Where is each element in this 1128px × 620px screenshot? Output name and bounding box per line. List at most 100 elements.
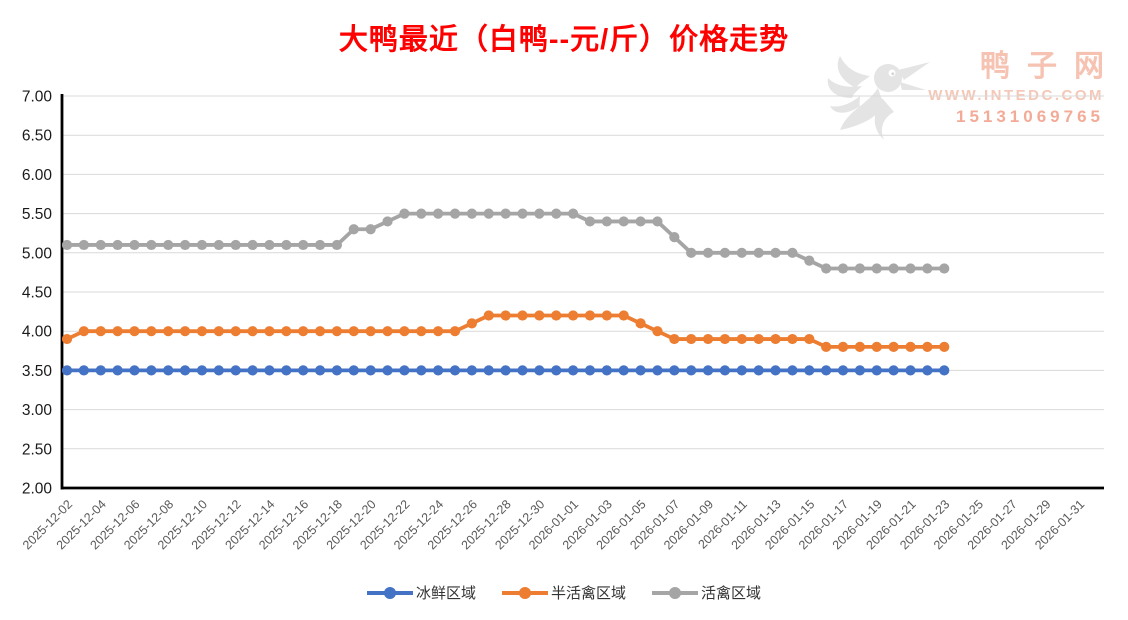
data-point-marker (601, 365, 612, 376)
data-point-marker (331, 365, 343, 376)
data-point-marker (314, 326, 326, 337)
data-point-marker (787, 247, 798, 258)
data-point-marker (804, 365, 815, 376)
data-point-marker (854, 341, 865, 352)
data-point-marker (449, 365, 461, 376)
data-point-marker (146, 365, 157, 376)
data-point-marker (314, 239, 326, 251)
data-point-marker (466, 318, 477, 329)
y-tick-label: 6.50 (22, 128, 53, 145)
data-point-marker (568, 365, 579, 376)
data-point-marker (399, 365, 410, 376)
data-point-marker (939, 341, 950, 352)
data-point-marker (112, 365, 123, 376)
data-point-marker (736, 333, 747, 345)
data-point-marker (179, 239, 191, 251)
data-point-marker (652, 216, 663, 227)
legend-marker-icon (501, 586, 548, 599)
data-point-marker (635, 365, 646, 376)
data-point-marker (179, 365, 191, 376)
data-point-marker (298, 365, 309, 376)
data-point-marker (534, 365, 545, 376)
data-point-marker (888, 263, 899, 274)
data-point-marker (264, 326, 275, 337)
data-point-marker (534, 310, 545, 321)
data-point-marker (517, 310, 528, 321)
data-point-marker (686, 247, 697, 258)
data-point-marker (78, 365, 89, 376)
legend-marker-icon (366, 586, 413, 599)
data-point-marker (416, 365, 427, 376)
legend-item: 冰鲜区域 (366, 582, 476, 603)
data-point-marker (449, 208, 461, 219)
data-point-marker (618, 216, 629, 227)
data-point-marker (584, 216, 596, 227)
data-point-marker (702, 247, 714, 258)
data-point-marker (466, 208, 477, 219)
data-point-marker (365, 326, 376, 337)
data-point-marker (399, 208, 410, 219)
data-point-marker (433, 208, 444, 219)
watermark-phone: 15131069765 (955, 107, 1104, 126)
data-point-marker (247, 326, 258, 337)
legend-item: 活禽区域 (652, 582, 761, 603)
data-point-marker (382, 326, 393, 337)
data-point-marker (652, 365, 663, 376)
watermark: 鸭子网 WWW.INTEDC.COM 15131069765 (827, 52, 1104, 140)
data-point-marker (635, 216, 646, 227)
data-point-marker (584, 365, 596, 376)
data-point-marker (196, 365, 208, 376)
data-point-marker (281, 239, 292, 251)
data-point-marker (146, 239, 157, 251)
data-point-marker (905, 341, 916, 352)
data-point-marker (804, 333, 815, 345)
data-point-marker (719, 365, 731, 376)
data-point-marker (719, 333, 731, 345)
data-point-marker (230, 326, 241, 337)
y-tick-label: 5.50 (22, 206, 53, 223)
data-point-marker (787, 333, 798, 345)
data-point-marker (837, 263, 849, 274)
data-point-marker (61, 239, 73, 251)
data-point-marker (702, 365, 714, 376)
data-point-marker (719, 247, 731, 258)
data-point-marker (686, 365, 697, 376)
data-point-marker (922, 263, 933, 274)
y-tick-label: 6.00 (22, 167, 53, 184)
data-point-marker (129, 326, 140, 337)
y-tick-label: 2.50 (22, 441, 53, 458)
data-point-marker (669, 333, 680, 345)
data-point-marker (551, 310, 562, 321)
data-point-marker (871, 263, 882, 274)
data-point-marker (753, 333, 764, 345)
data-point-marker (534, 208, 545, 219)
y-tick-label: 4.50 (22, 285, 53, 302)
data-point-marker (247, 365, 258, 376)
data-point-marker (517, 208, 528, 219)
data-point-marker (230, 365, 241, 376)
data-point-marker (483, 208, 494, 219)
data-point-marker (416, 208, 427, 219)
data-point-marker (433, 326, 444, 337)
y-tick-label: 3.00 (22, 402, 53, 419)
data-point-marker (770, 247, 781, 258)
data-point-marker (163, 365, 174, 376)
data-point-marker (348, 326, 359, 337)
data-point-marker (95, 326, 106, 337)
data-point-marker (905, 263, 916, 274)
data-point-marker (939, 365, 950, 376)
data-point-marker (298, 239, 309, 251)
data-point-marker (584, 310, 596, 321)
data-point-marker (702, 333, 714, 345)
data-point-marker (736, 365, 747, 376)
data-point-marker (163, 326, 174, 337)
legend-label: 半活禽区域 (550, 585, 626, 602)
y-tick-label: 4.00 (22, 324, 53, 341)
data-point-marker (61, 333, 73, 345)
data-point-marker (129, 365, 140, 376)
data-point-marker (348, 365, 359, 376)
data-point-marker (382, 365, 393, 376)
data-point-marker (179, 326, 191, 337)
data-point-marker (78, 326, 89, 337)
